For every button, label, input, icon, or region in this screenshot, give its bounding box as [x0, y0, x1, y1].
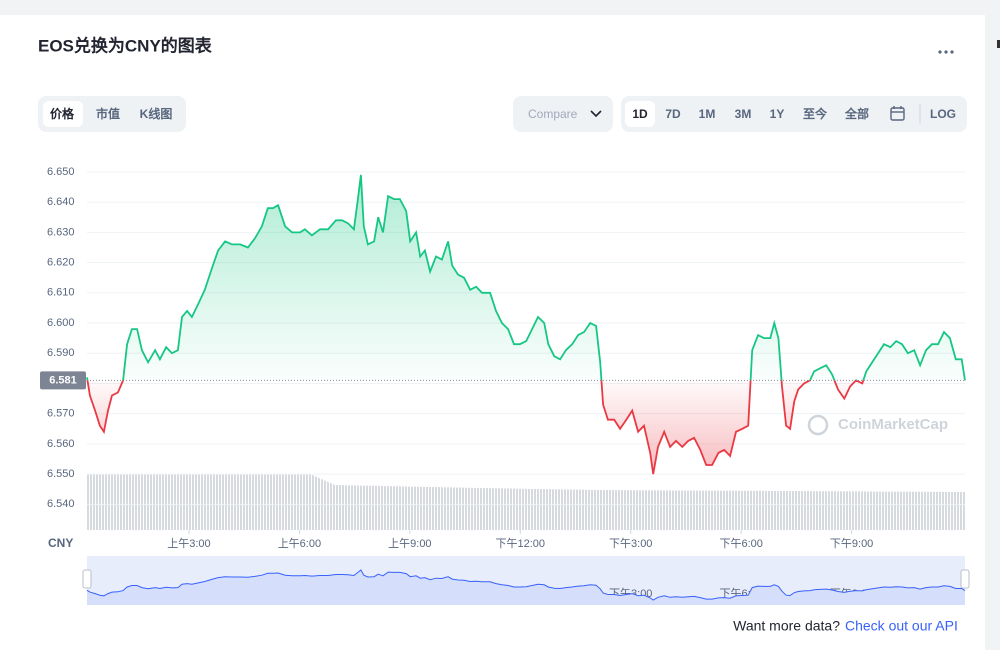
y-tick-label: 6.610: [47, 287, 75, 299]
y-tick-label: 6.650: [47, 166, 75, 178]
range-button[interactable]: 1D: [632, 107, 648, 121]
chevron: [590, 110, 602, 118]
y-tick-label: 6.560: [47, 438, 75, 450]
tab-active: [43, 101, 83, 127]
x-tick-label: 下午6:00: [719, 537, 762, 550]
range-active: [625, 101, 655, 127]
tab[interactable]: 市值: [96, 106, 120, 121]
tab[interactable]: K线图: [140, 106, 173, 121]
tab[interactable]: 价格: [50, 106, 75, 121]
y-tick-label: 6.540: [47, 498, 75, 510]
area-up: [87, 174, 965, 381]
price-line-up: [86, 174, 966, 381]
x-tick-label: 上午6:00: [278, 537, 321, 550]
x-tick-label: 下午9:00: [830, 537, 873, 550]
y-tick-label: 6.570: [47, 408, 75, 420]
calendar-icon[interactable]: [890, 106, 905, 121]
x-tick-label: 上午3:00: [167, 537, 210, 550]
y-axis-label: CNY: [48, 536, 73, 550]
range-button[interactable]: 全部: [844, 106, 869, 121]
edge-mark: [997, 40, 1000, 48]
volume-bars: [87, 474, 965, 530]
range-button[interactable]: 1M: [699, 107, 716, 121]
compare-button[interactable]: [513, 96, 613, 132]
x-tick-label: 下午12:00: [496, 537, 546, 550]
range-button[interactable]: 7D: [665, 107, 681, 121]
y-tick-label: 6.550: [47, 468, 75, 480]
nav-line: [86, 569, 966, 601]
watermark: CoinMarketCap: [807, 414, 948, 436]
compare-label: Compare: [528, 107, 578, 121]
range-button[interactable]: 3M: [735, 107, 752, 121]
x-tick-label: 下午3:00: [609, 537, 652, 550]
range-group: [621, 96, 967, 132]
nav-area: [87, 570, 965, 605]
watermark-text: CoinMarketCap: [838, 416, 948, 433]
area-down: [87, 380, 864, 475]
title: EOS兑换为CNY的图表: [38, 35, 213, 55]
footer-text: Want more data?: [733, 618, 840, 634]
nav-handle[interactable]: [960, 569, 970, 589]
range-button[interactable]: 1Y: [770, 107, 785, 121]
baseline-label: 6.581: [49, 374, 77, 386]
y-tick-label: 6.630: [47, 226, 75, 238]
api-link[interactable]: Check out our API: [845, 618, 958, 634]
range-button[interactable]: 至今: [803, 106, 828, 121]
y-tick-label: 6.620: [47, 256, 75, 268]
menu-button[interactable]: [938, 50, 954, 54]
nav-handle[interactable]: [82, 569, 92, 589]
y-tick-label: 6.600: [47, 317, 75, 329]
y-tick-label: 6.640: [47, 196, 75, 208]
y-tick-label: 6.590: [47, 347, 75, 359]
baseline-label-box: [40, 371, 86, 390]
log-button[interactable]: LOG: [930, 107, 956, 121]
x-tick-label: 上午9:00: [388, 537, 431, 550]
